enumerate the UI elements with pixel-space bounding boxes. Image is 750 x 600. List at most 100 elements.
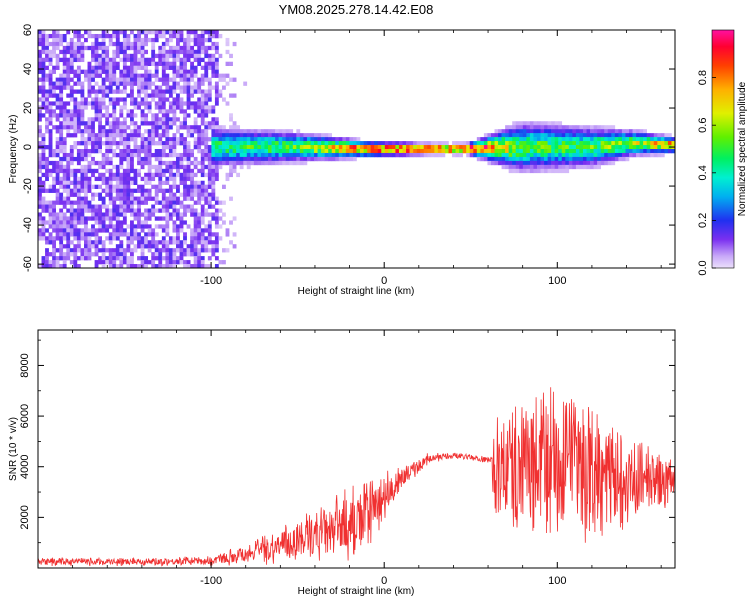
spectrogram-cell (172, 113, 177, 118)
spectrogram-cell (94, 240, 99, 245)
spectrogram-cell (211, 133, 216, 138)
spectrogram-cell (243, 133, 248, 138)
spectrogram-cell (515, 137, 520, 142)
spectrogram-cell (218, 216, 223, 221)
spectrogram-cell (352, 141, 357, 146)
spectrogram-cell (62, 101, 67, 106)
spectrogram-cell (112, 73, 117, 78)
spectrogram-cell (126, 172, 131, 178)
spectrogram-cell (207, 168, 212, 174)
spectrogram-cell (310, 141, 315, 146)
spectrogram-cell (207, 37, 212, 43)
spectrogram-cell (140, 149, 145, 154)
spectrogram-cell (48, 224, 53, 229)
spectrogram-cell (179, 252, 184, 257)
spectrogram-cell (214, 224, 219, 229)
spectrogram-cell (172, 97, 177, 102)
spectrogram-cell (80, 200, 85, 205)
spectrogram-cell (204, 228, 209, 233)
spectrogram-cell (179, 137, 184, 142)
spectrogram-cell (87, 101, 92, 106)
spectrogram-cell (112, 77, 117, 82)
spectrogram-cell (282, 152, 287, 158)
spectrogram-cell (214, 248, 219, 253)
spectrogram-cell (214, 93, 219, 98)
spectrogram-cell (115, 97, 120, 102)
spectrogram-cell (176, 236, 180, 241)
spectrogram-cell (80, 133, 85, 138)
spectrogram-cell (190, 129, 195, 134)
spectrogram-cell (207, 97, 212, 102)
spectrogram-cell (98, 69, 102, 74)
spectrogram-cell (38, 160, 42, 166)
spectrogram-cell (122, 212, 127, 217)
spectrogram-cell (115, 244, 120, 249)
spectrogram-cell (161, 109, 166, 114)
spectrogram-cell (183, 121, 187, 126)
spectrogram-cell (236, 172, 241, 178)
spectrogram-cell (62, 220, 67, 225)
spectrogram-cell (395, 141, 400, 146)
spectrogram-cell (211, 196, 216, 201)
spectrogram-cell (374, 145, 379, 150)
spectrogram-cell (55, 216, 60, 221)
spectrogram-cell (161, 57, 166, 63)
spectrogram-cell (381, 141, 386, 146)
spectrogram-cell (271, 137, 276, 142)
spectrogram-cell (144, 192, 149, 197)
spectrogram-cell (101, 264, 106, 269)
spectrogram-cell (133, 49, 138, 55)
spectrogram-cell (48, 141, 53, 146)
spectrogram-cell (45, 77, 49, 82)
spectrogram-cell (204, 264, 209, 269)
spectrogram-cell (367, 145, 371, 150)
spectrogram-cell (540, 125, 545, 130)
spectrogram-cell (144, 117, 149, 122)
spectrogram-cell (402, 149, 407, 154)
spectrogram-cell (197, 232, 202, 237)
spectrogram-cell (87, 125, 92, 130)
spectrogram-cell (140, 252, 145, 257)
spectrogram-cell (239, 152, 244, 158)
spectrogram-cell (115, 41, 120, 47)
spectrogram-cell (551, 156, 555, 162)
spectrogram-cell (572, 149, 577, 154)
spectrogram-cell (540, 164, 545, 170)
spectrogram-y-tick-label: -60 (22, 256, 34, 272)
spectrogram-cell (200, 184, 205, 189)
spectrogram-cell (207, 30, 212, 35)
spectrogram-cell (335, 141, 340, 146)
spectrogram-cell (671, 137, 676, 142)
spectrogram-cell (172, 141, 177, 146)
spectrogram-cell (59, 129, 64, 134)
spectrogram-cell (597, 149, 601, 154)
spectrogram-cell (126, 176, 131, 182)
spectrogram-cell (161, 41, 166, 47)
spectrogram-cell (119, 77, 124, 82)
spectrogram-cell (614, 129, 619, 134)
spectrogram-cell (427, 152, 432, 158)
spectrogram-cell (303, 149, 308, 154)
spectrogram-cell (214, 196, 219, 201)
spectrogram-cell (476, 141, 481, 146)
spectrogram-cell (275, 129, 279, 134)
spectrogram-cell (289, 149, 294, 154)
spectrogram-cell (505, 145, 509, 150)
spectrogram-cell (45, 65, 49, 70)
spectrogram-cell (115, 192, 120, 197)
spectrogram-cell (501, 145, 506, 150)
spectrogram-cell (222, 152, 226, 158)
spectrogram-cell (133, 141, 138, 146)
spectrogram-cell (193, 232, 198, 237)
spectrogram-cell (137, 264, 141, 269)
spectrogram-cell (239, 133, 244, 138)
spectrogram-cell (130, 236, 134, 241)
spectrogram-cell (657, 145, 662, 150)
spectrogram-cell (98, 196, 102, 201)
spectrogram-cell (179, 192, 184, 197)
spectrogram-cell (473, 149, 478, 154)
spectrogram-cell (512, 145, 517, 150)
spectrogram-cell (108, 252, 113, 257)
spectrogram-cell (147, 105, 152, 110)
